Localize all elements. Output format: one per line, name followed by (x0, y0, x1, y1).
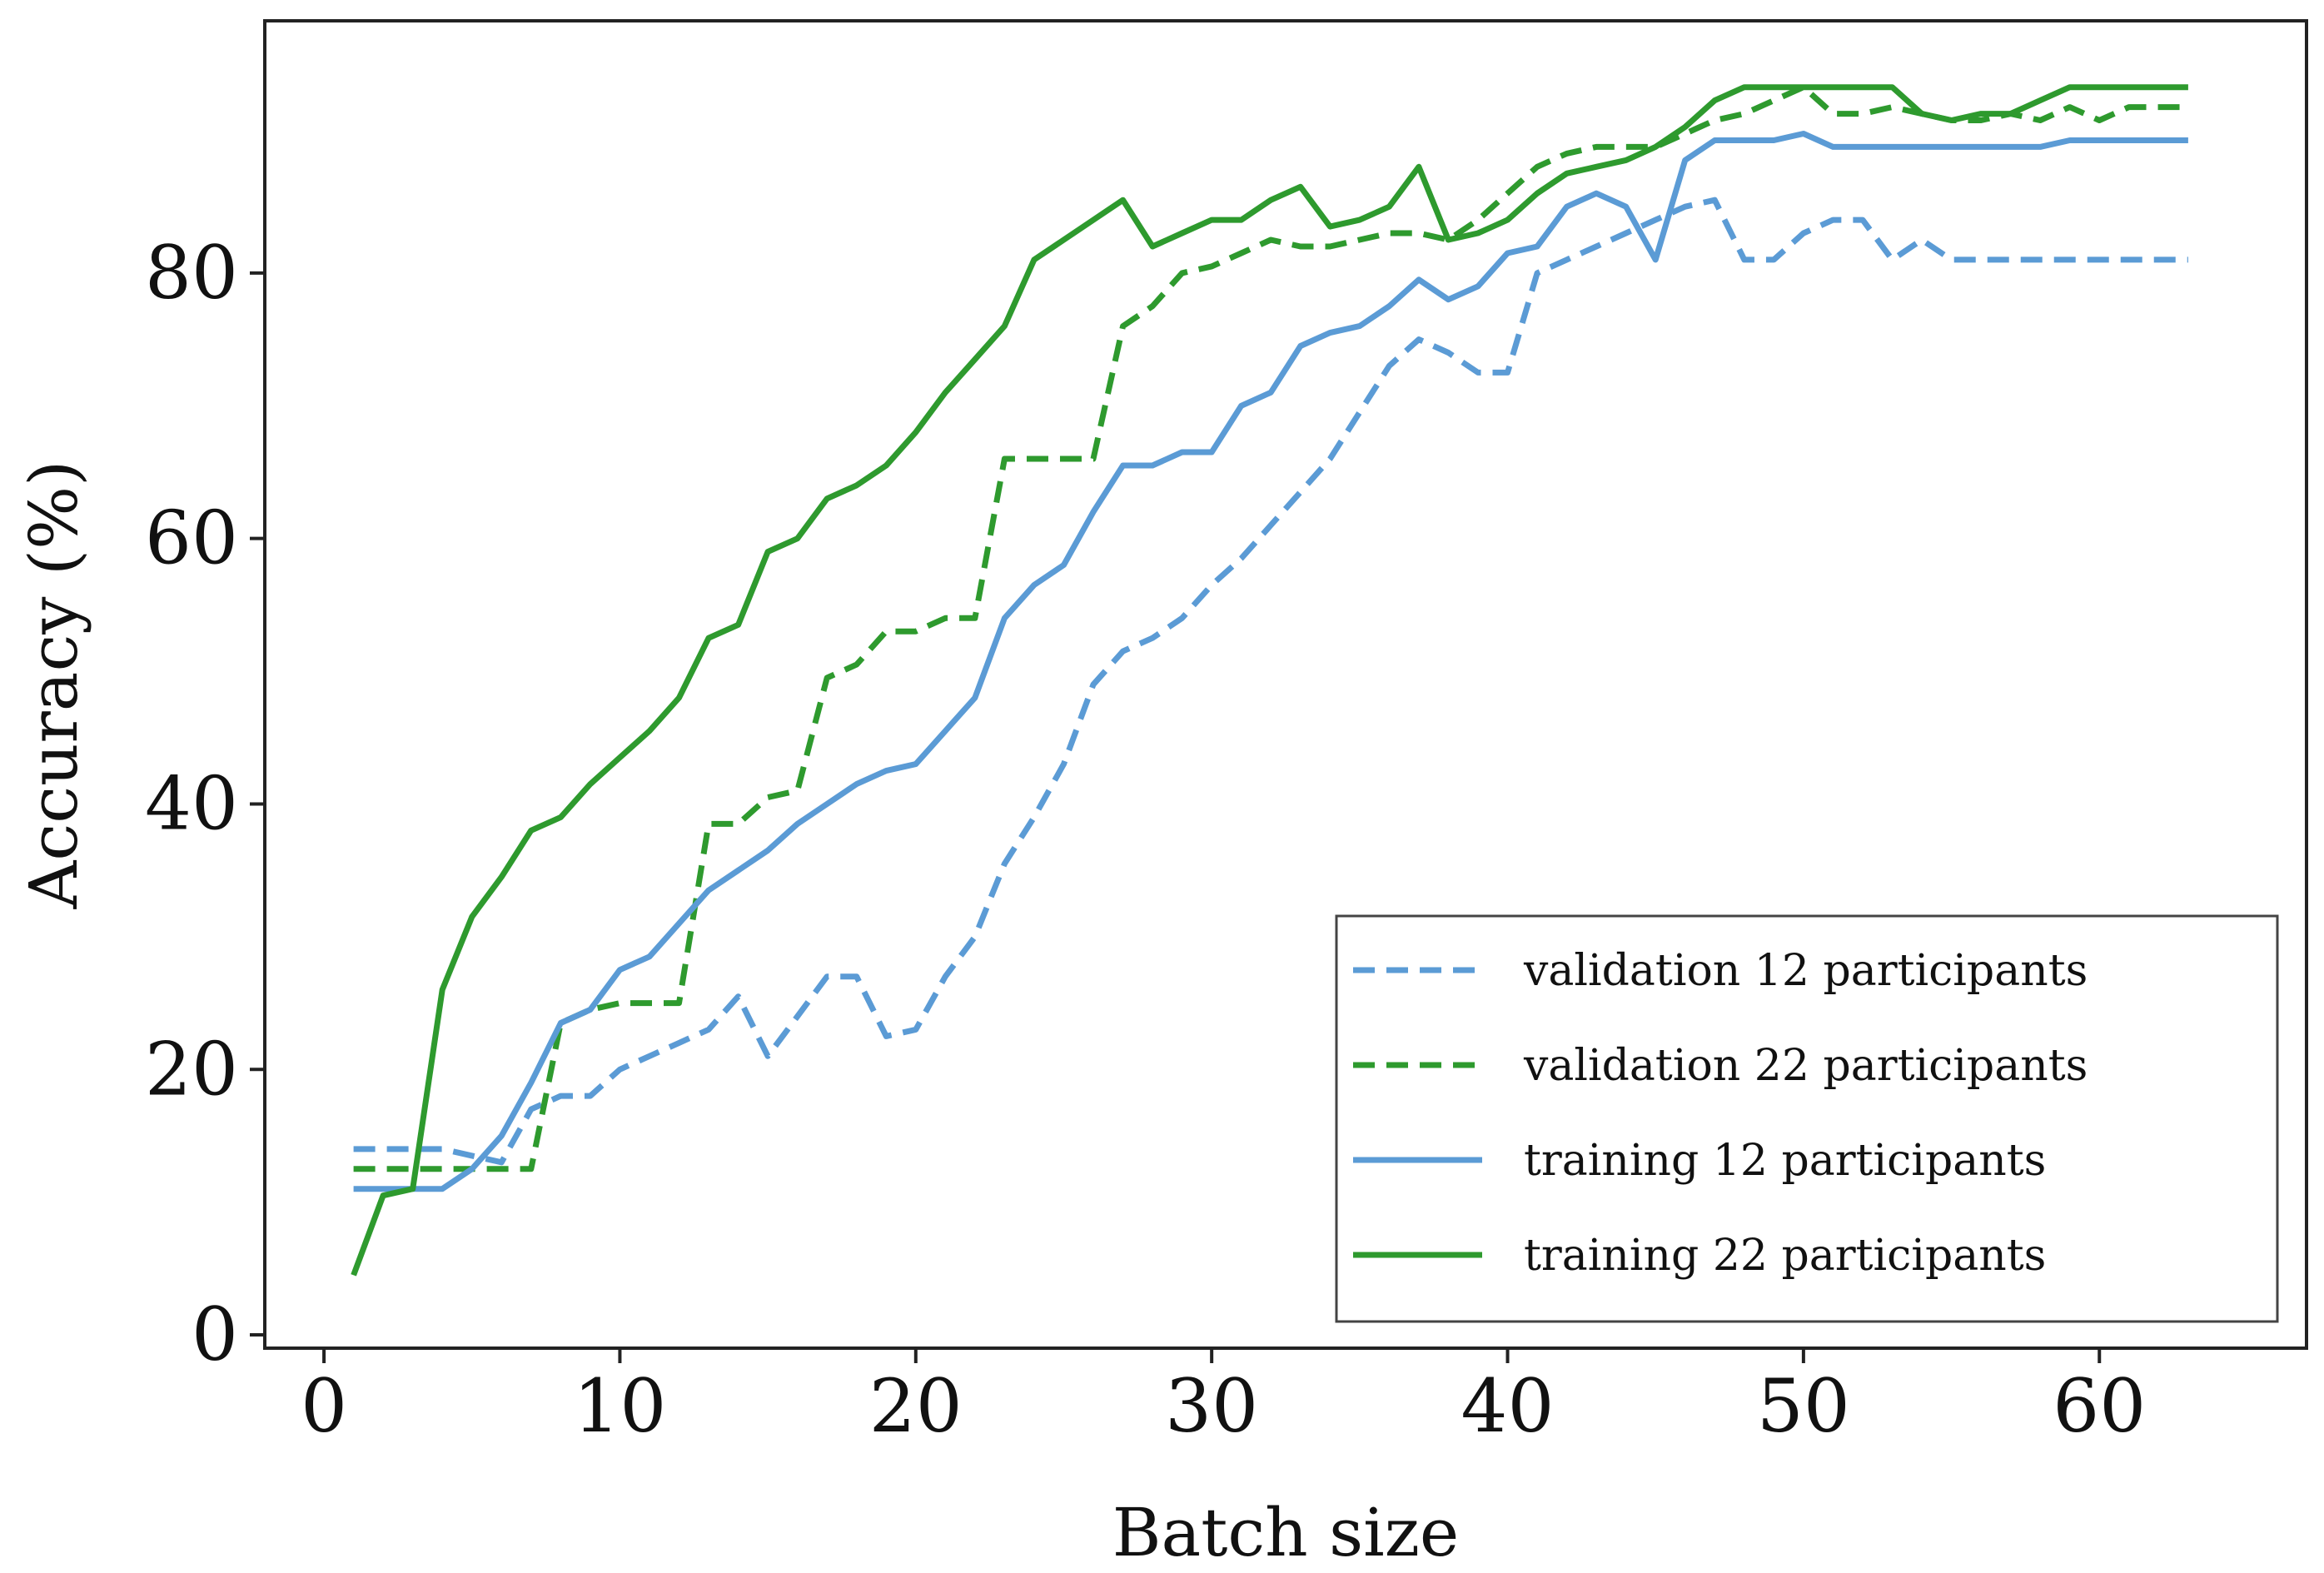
x-tick-label-10: 10 (573, 1363, 666, 1449)
x-tick-label-50: 50 (1757, 1363, 1850, 1449)
x-tick-label-0: 0 (301, 1363, 347, 1449)
series-line-training-12-participants (353, 131, 2188, 1192)
x-tick-label-20: 20 (869, 1363, 963, 1449)
y-tick-label-80: 80 (145, 230, 238, 316)
ticks-layer: 0 10 20 30 40 50 60 0 20 40 60 80 (145, 230, 2146, 1449)
x-tick-label-40: 40 (1461, 1363, 1555, 1449)
legend-label-training-12-participants: training 12 participants (1524, 1136, 2046, 1186)
plot-frame (263, 19, 2308, 1350)
y-tick-label-60: 60 (145, 495, 238, 581)
legend-label-training-22-participants: training 22 participants (1524, 1231, 2046, 1281)
y-tick-label-20: 20 (145, 1026, 238, 1112)
y-tick-label-0: 0 (192, 1292, 238, 1377)
y-axis-title: Accuracy (%) (15, 460, 92, 910)
series-line-training-22-participants (351, 84, 2188, 1277)
y-tick-label-40: 40 (145, 760, 238, 846)
series-line-validation-12-participants (353, 197, 2188, 1166)
x-tick-label-60: 60 (2053, 1363, 2146, 1449)
legend-label-validation-12-participants: validation 12 participants (1523, 946, 2088, 996)
legend-label-validation-22-participants: validation 22 participants (1523, 1041, 2088, 1091)
legend: validation 12 participants validation 22 … (1335, 914, 2279, 1323)
series-layer (351, 84, 2188, 1277)
legend-box (1335, 914, 2279, 1323)
x-tick-label-30: 30 (1165, 1363, 1258, 1449)
series-line-validation-22-participants (353, 84, 2188, 1172)
x-axis-title: Batch size (1112, 1494, 1460, 1571)
